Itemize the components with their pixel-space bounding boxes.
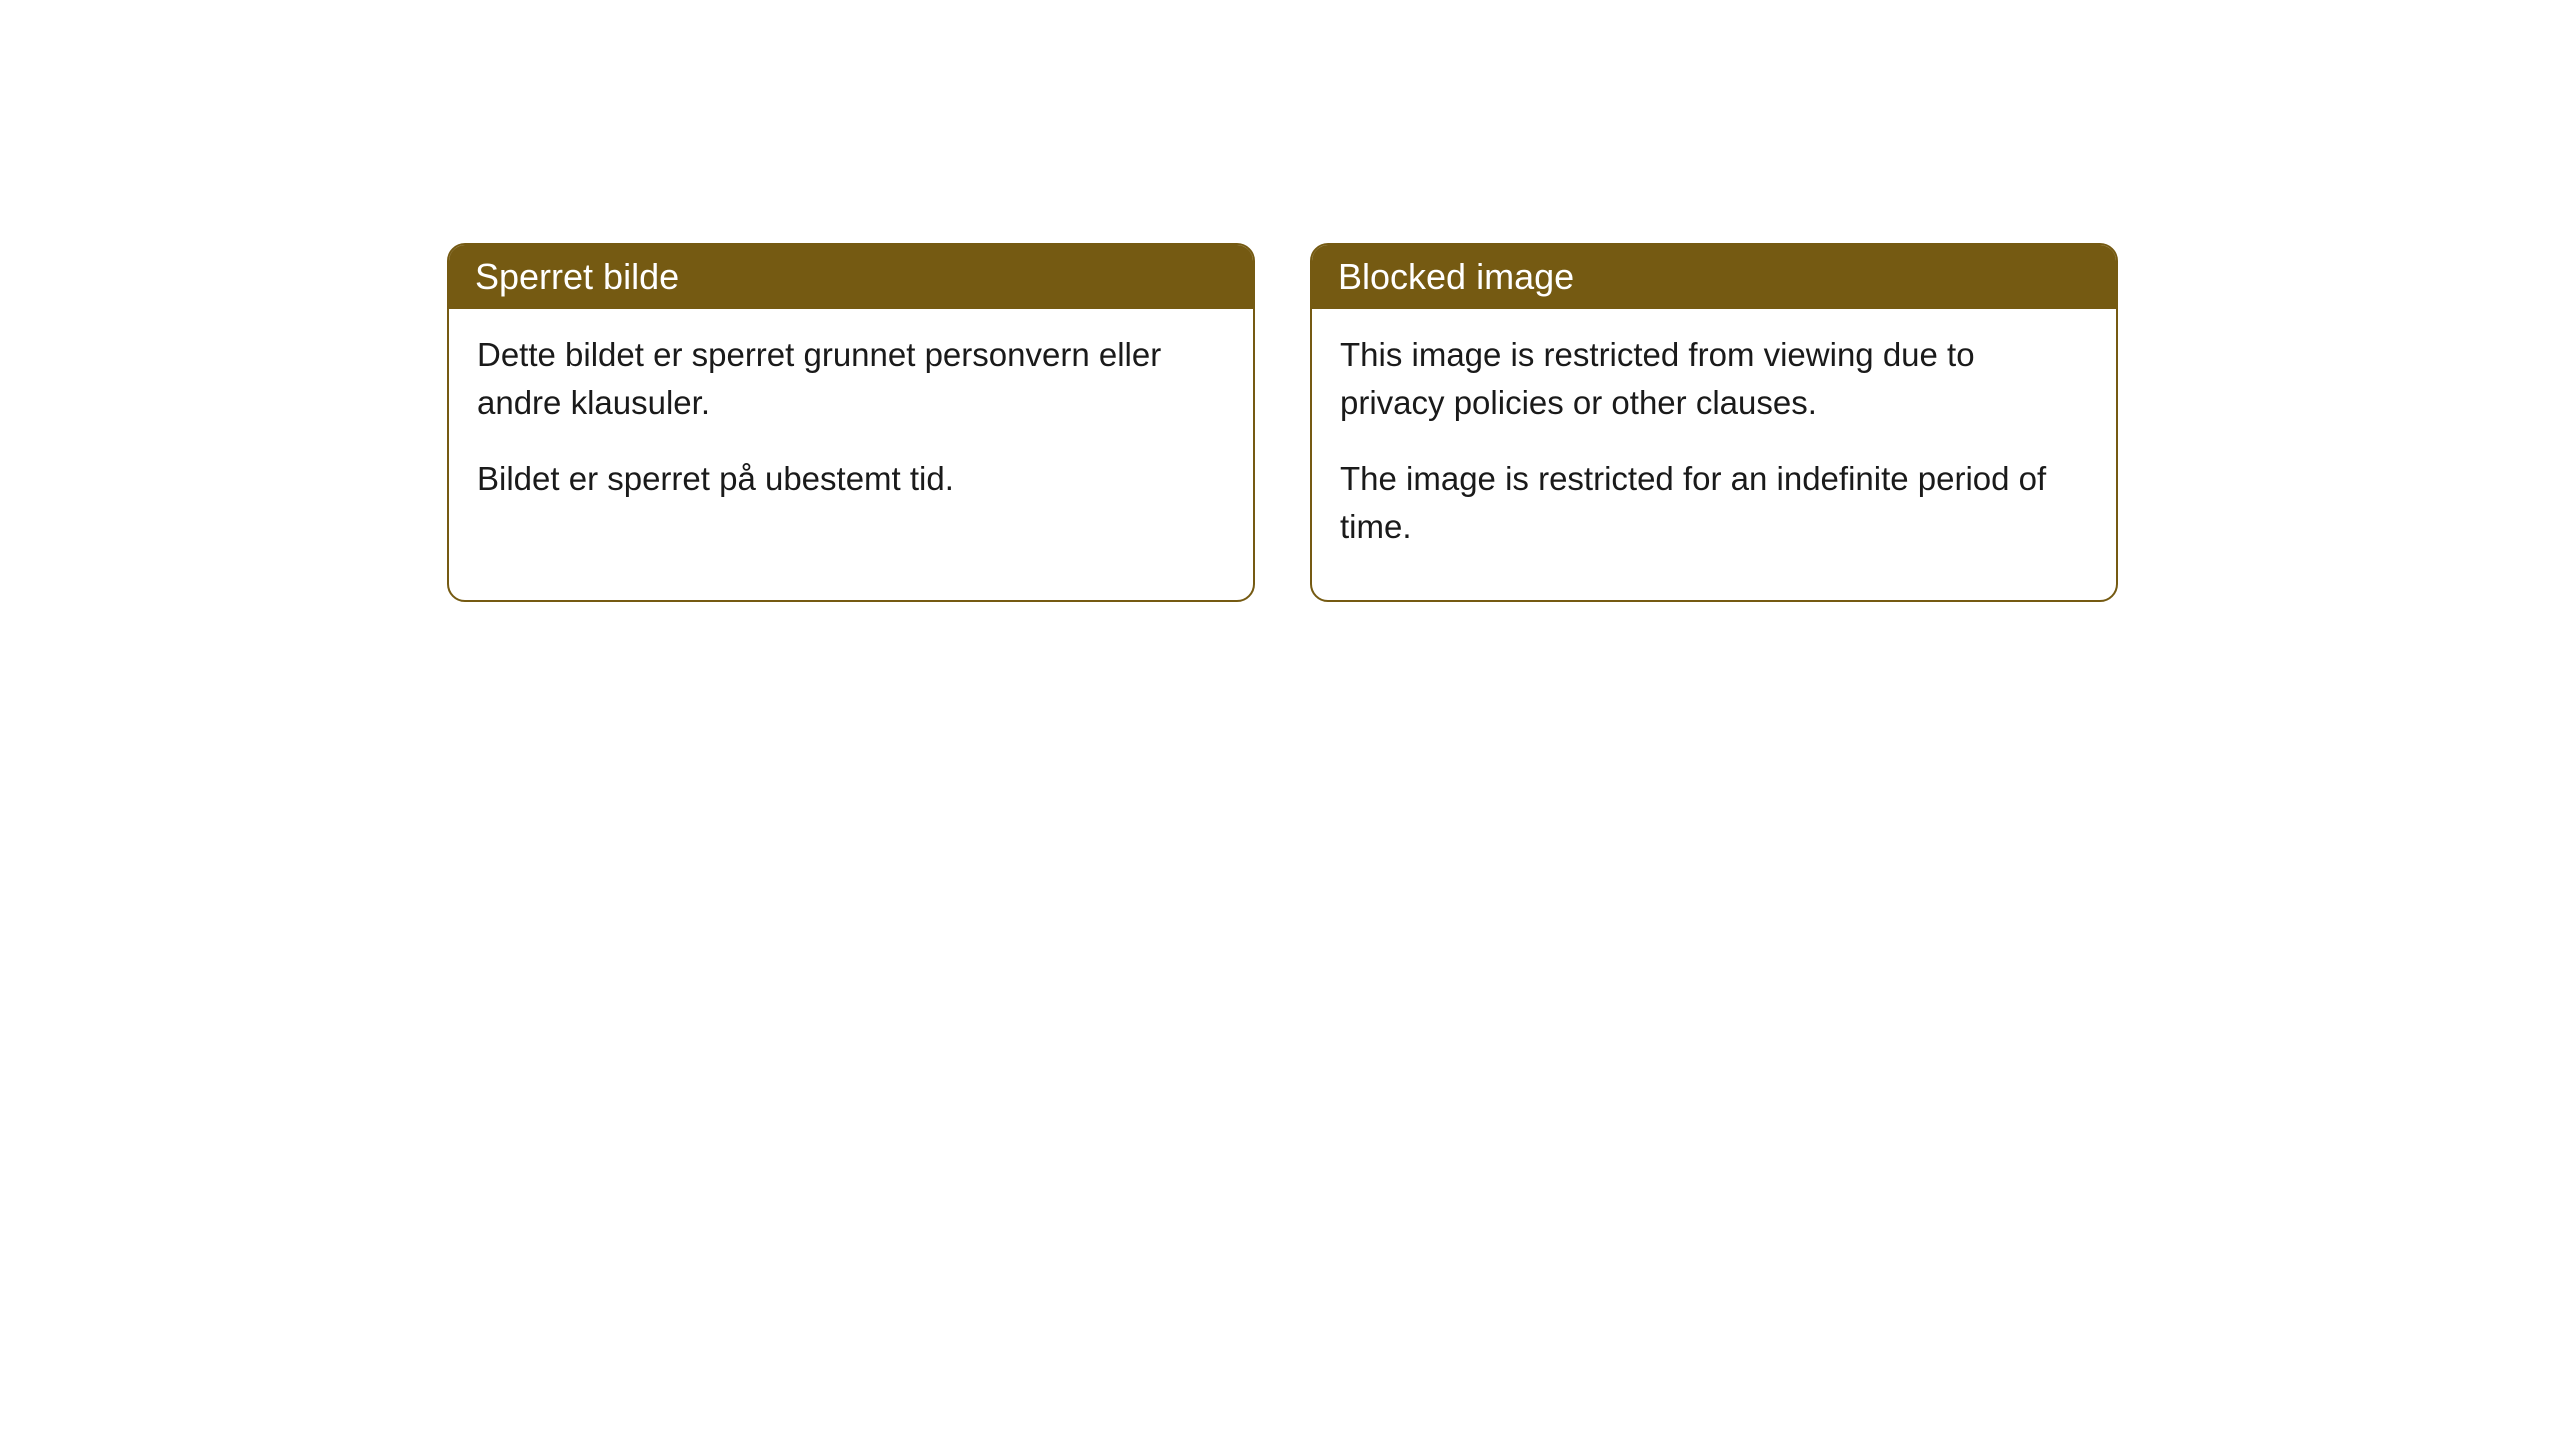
notice-paragraph: This image is restricted from viewing du… (1340, 331, 2088, 427)
notice-paragraph: The image is restricted for an indefinit… (1340, 455, 2088, 551)
notice-paragraph: Dette bildet er sperret grunnet personve… (477, 331, 1225, 427)
notice-paragraph: Bildet er sperret på ubestemt tid. (477, 455, 1225, 503)
notice-card-english: Blocked image This image is restricted f… (1310, 243, 2118, 602)
notice-header-english: Blocked image (1312, 245, 2116, 309)
notice-header-norwegian: Sperret bilde (449, 245, 1253, 309)
notice-cards-container: Sperret bilde Dette bildet er sperret gr… (447, 243, 2118, 602)
notice-body-english: This image is restricted from viewing du… (1312, 309, 2116, 600)
notice-card-norwegian: Sperret bilde Dette bildet er sperret gr… (447, 243, 1255, 602)
notice-body-norwegian: Dette bildet er sperret grunnet personve… (449, 309, 1253, 553)
